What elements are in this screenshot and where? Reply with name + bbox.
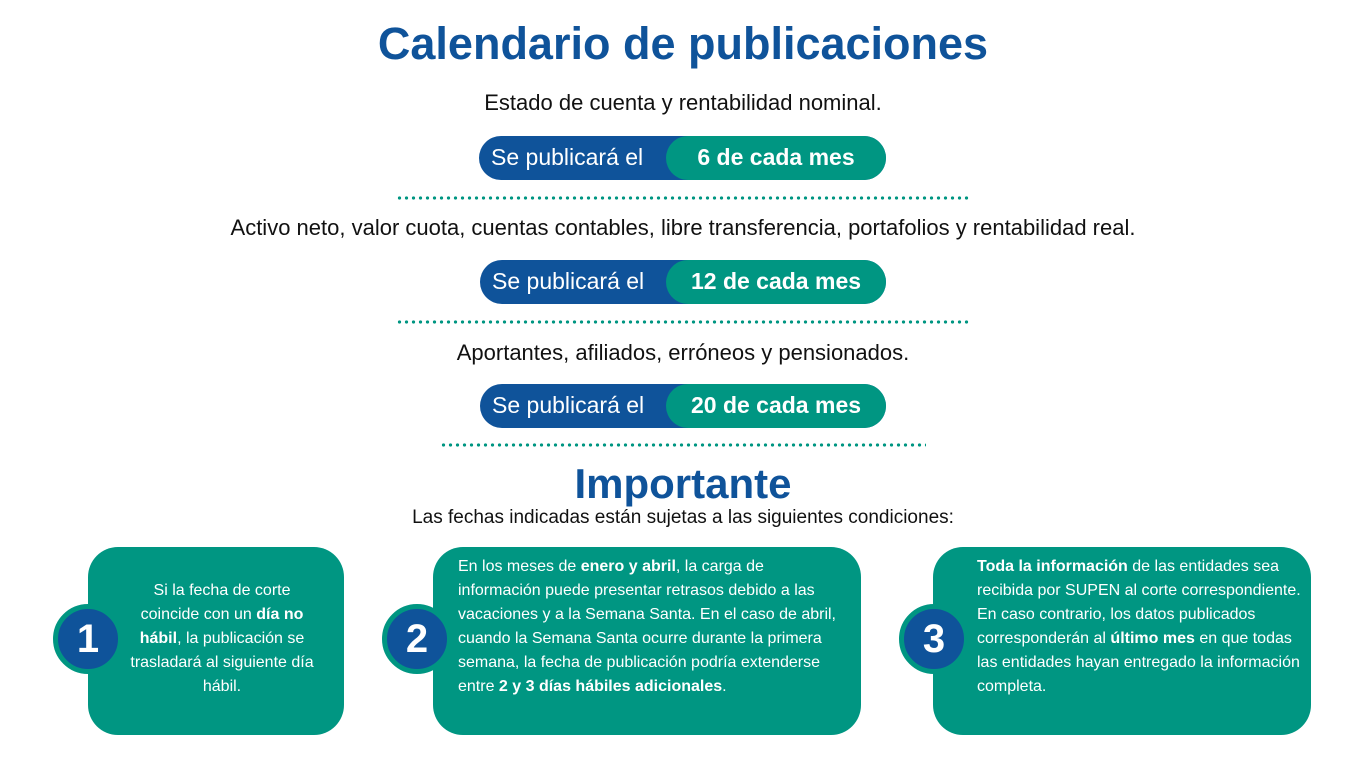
number-badge: 2	[382, 604, 452, 674]
schedule-pill: Se publicará el 12 de cada mes	[480, 260, 886, 304]
page-title: Calendario de publicaciones	[377, 18, 989, 69]
bold-text: Toda la información	[977, 558, 1128, 575]
condition-text: En los meses de enero y abril, la carga …	[458, 555, 850, 699]
text-segment: , la publicación se trasladará al siguie…	[130, 630, 314, 695]
bold-text: 2 y 3 días hábiles adicionales	[498, 678, 723, 695]
condition-text: Toda la información de las entidades sea…	[977, 555, 1302, 699]
schedule-description: Activo neto, valor cuota, cuentas contab…	[230, 215, 1136, 240]
bold-text: enero y abril	[580, 558, 676, 575]
important-heading: Importante	[574, 460, 792, 507]
pill-day: 20 de cada mes	[666, 384, 886, 428]
condition-text: Si la fecha de corte coincide con un día…	[122, 579, 322, 699]
condition-card-3: Toda la información de las entidades sea…	[933, 547, 1311, 735]
important-subtitle: Las fechas indicadas están sujetas a las…	[412, 507, 954, 528]
number-badge: 1	[53, 604, 123, 674]
condition-card-2: En los meses de enero y abril, la carga …	[433, 547, 861, 735]
text-segment: en que todas las entidades hayan entrega…	[977, 630, 1300, 695]
condition-card-1: Si la fecha de corte coincide con un día…	[88, 547, 344, 735]
dotted-divider	[396, 320, 970, 324]
schedule-description: Estado de cuenta y rentabilidad nominal.	[484, 90, 882, 115]
bold-text: último mes	[1110, 630, 1195, 647]
schedule-pill: Se publicará el 20 de cada mes	[480, 384, 886, 428]
bold-text: día no hábil	[139, 606, 304, 647]
text-segment: , la carga de información puede presenta…	[458, 558, 836, 695]
pill-prefix: Se publicará el	[492, 392, 645, 418]
number-badge: 3	[899, 604, 969, 674]
dotted-divider	[440, 443, 926, 447]
text-segment: En los meses de	[458, 558, 581, 575]
text-segment: .	[722, 678, 727, 695]
dotted-divider	[396, 196, 970, 200]
text-segment: Si la fecha de corte coincide con un	[140, 582, 291, 623]
pill-prefix: Se publicará el	[491, 144, 644, 170]
text-segment: de las entidades sea recibida por SUPEN …	[977, 558, 1301, 647]
pill-day: 12 de cada mes	[666, 260, 886, 304]
schedule-pill: Se publicará el 6 de cada mes	[479, 136, 886, 180]
schedule-description: Aportantes, afiliados, erróneos y pensio…	[456, 340, 910, 365]
pill-day: 6 de cada mes	[666, 136, 886, 180]
pill-prefix: Se publicará el	[492, 268, 645, 294]
